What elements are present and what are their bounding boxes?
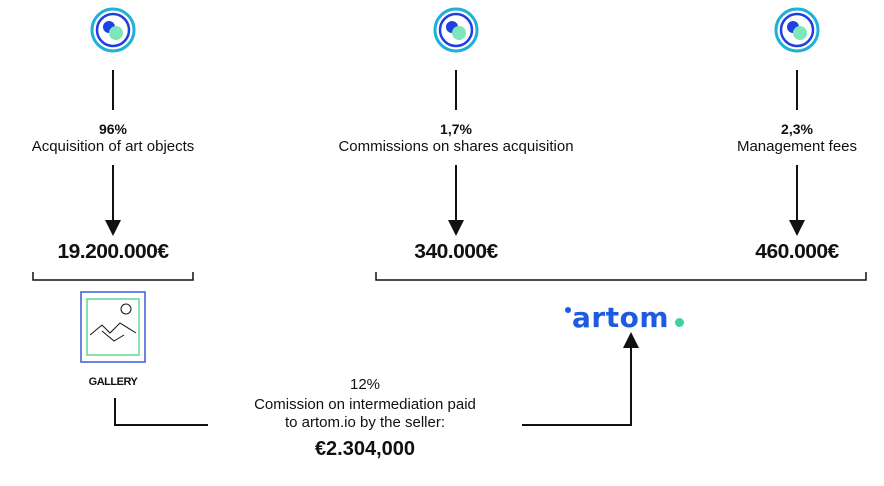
gallery-to-commission-line [114,398,208,426]
node-3-icon [773,6,821,54]
gallery-image-icon [80,291,146,363]
node-2-icon [432,6,480,54]
brand-dot-icon [565,307,571,313]
node-1-amount: 19.200.000€ [57,241,169,263]
bracket-right [375,272,867,281]
node-2-text: 1,7% Commissions on shares acquisition [296,120,616,156]
gallery-label: GALLERY [88,376,138,388]
commission-line-1: Comission on intermediation paid [254,396,476,413]
brand-logo: artom [565,301,684,334]
commission-amount: €2.304,000 [314,438,416,460]
node-1-icon [89,6,137,54]
node-2-percent: 1,7% [440,121,472,137]
bracket-left [32,272,194,281]
brand-accent-dot-icon [675,318,684,327]
node-2-label: Commissions on shares acquisition [338,138,574,155]
commission-line-2: to artom.io by the seller: [284,414,446,431]
node-3-amount: 460.000€ [755,241,839,263]
node-2-amount: 340.000€ [414,241,498,263]
node-1-text: 96% Acquisition of art objects [0,120,226,156]
commission-block: 12% Comission on intermediation paid to … [208,376,522,461]
commission-percent: 12% [349,376,381,393]
node-1-percent: 96% [98,121,128,137]
node-3-text: 2,3% Management fees [697,120,884,156]
commission-to-brand-arrow [522,332,639,426]
brand-name: artom [572,301,669,334]
node-1-label: Acquisition of art objects [31,138,195,155]
node-3-label: Management fees [736,138,858,155]
node-3-percent: 2,3% [781,121,813,137]
